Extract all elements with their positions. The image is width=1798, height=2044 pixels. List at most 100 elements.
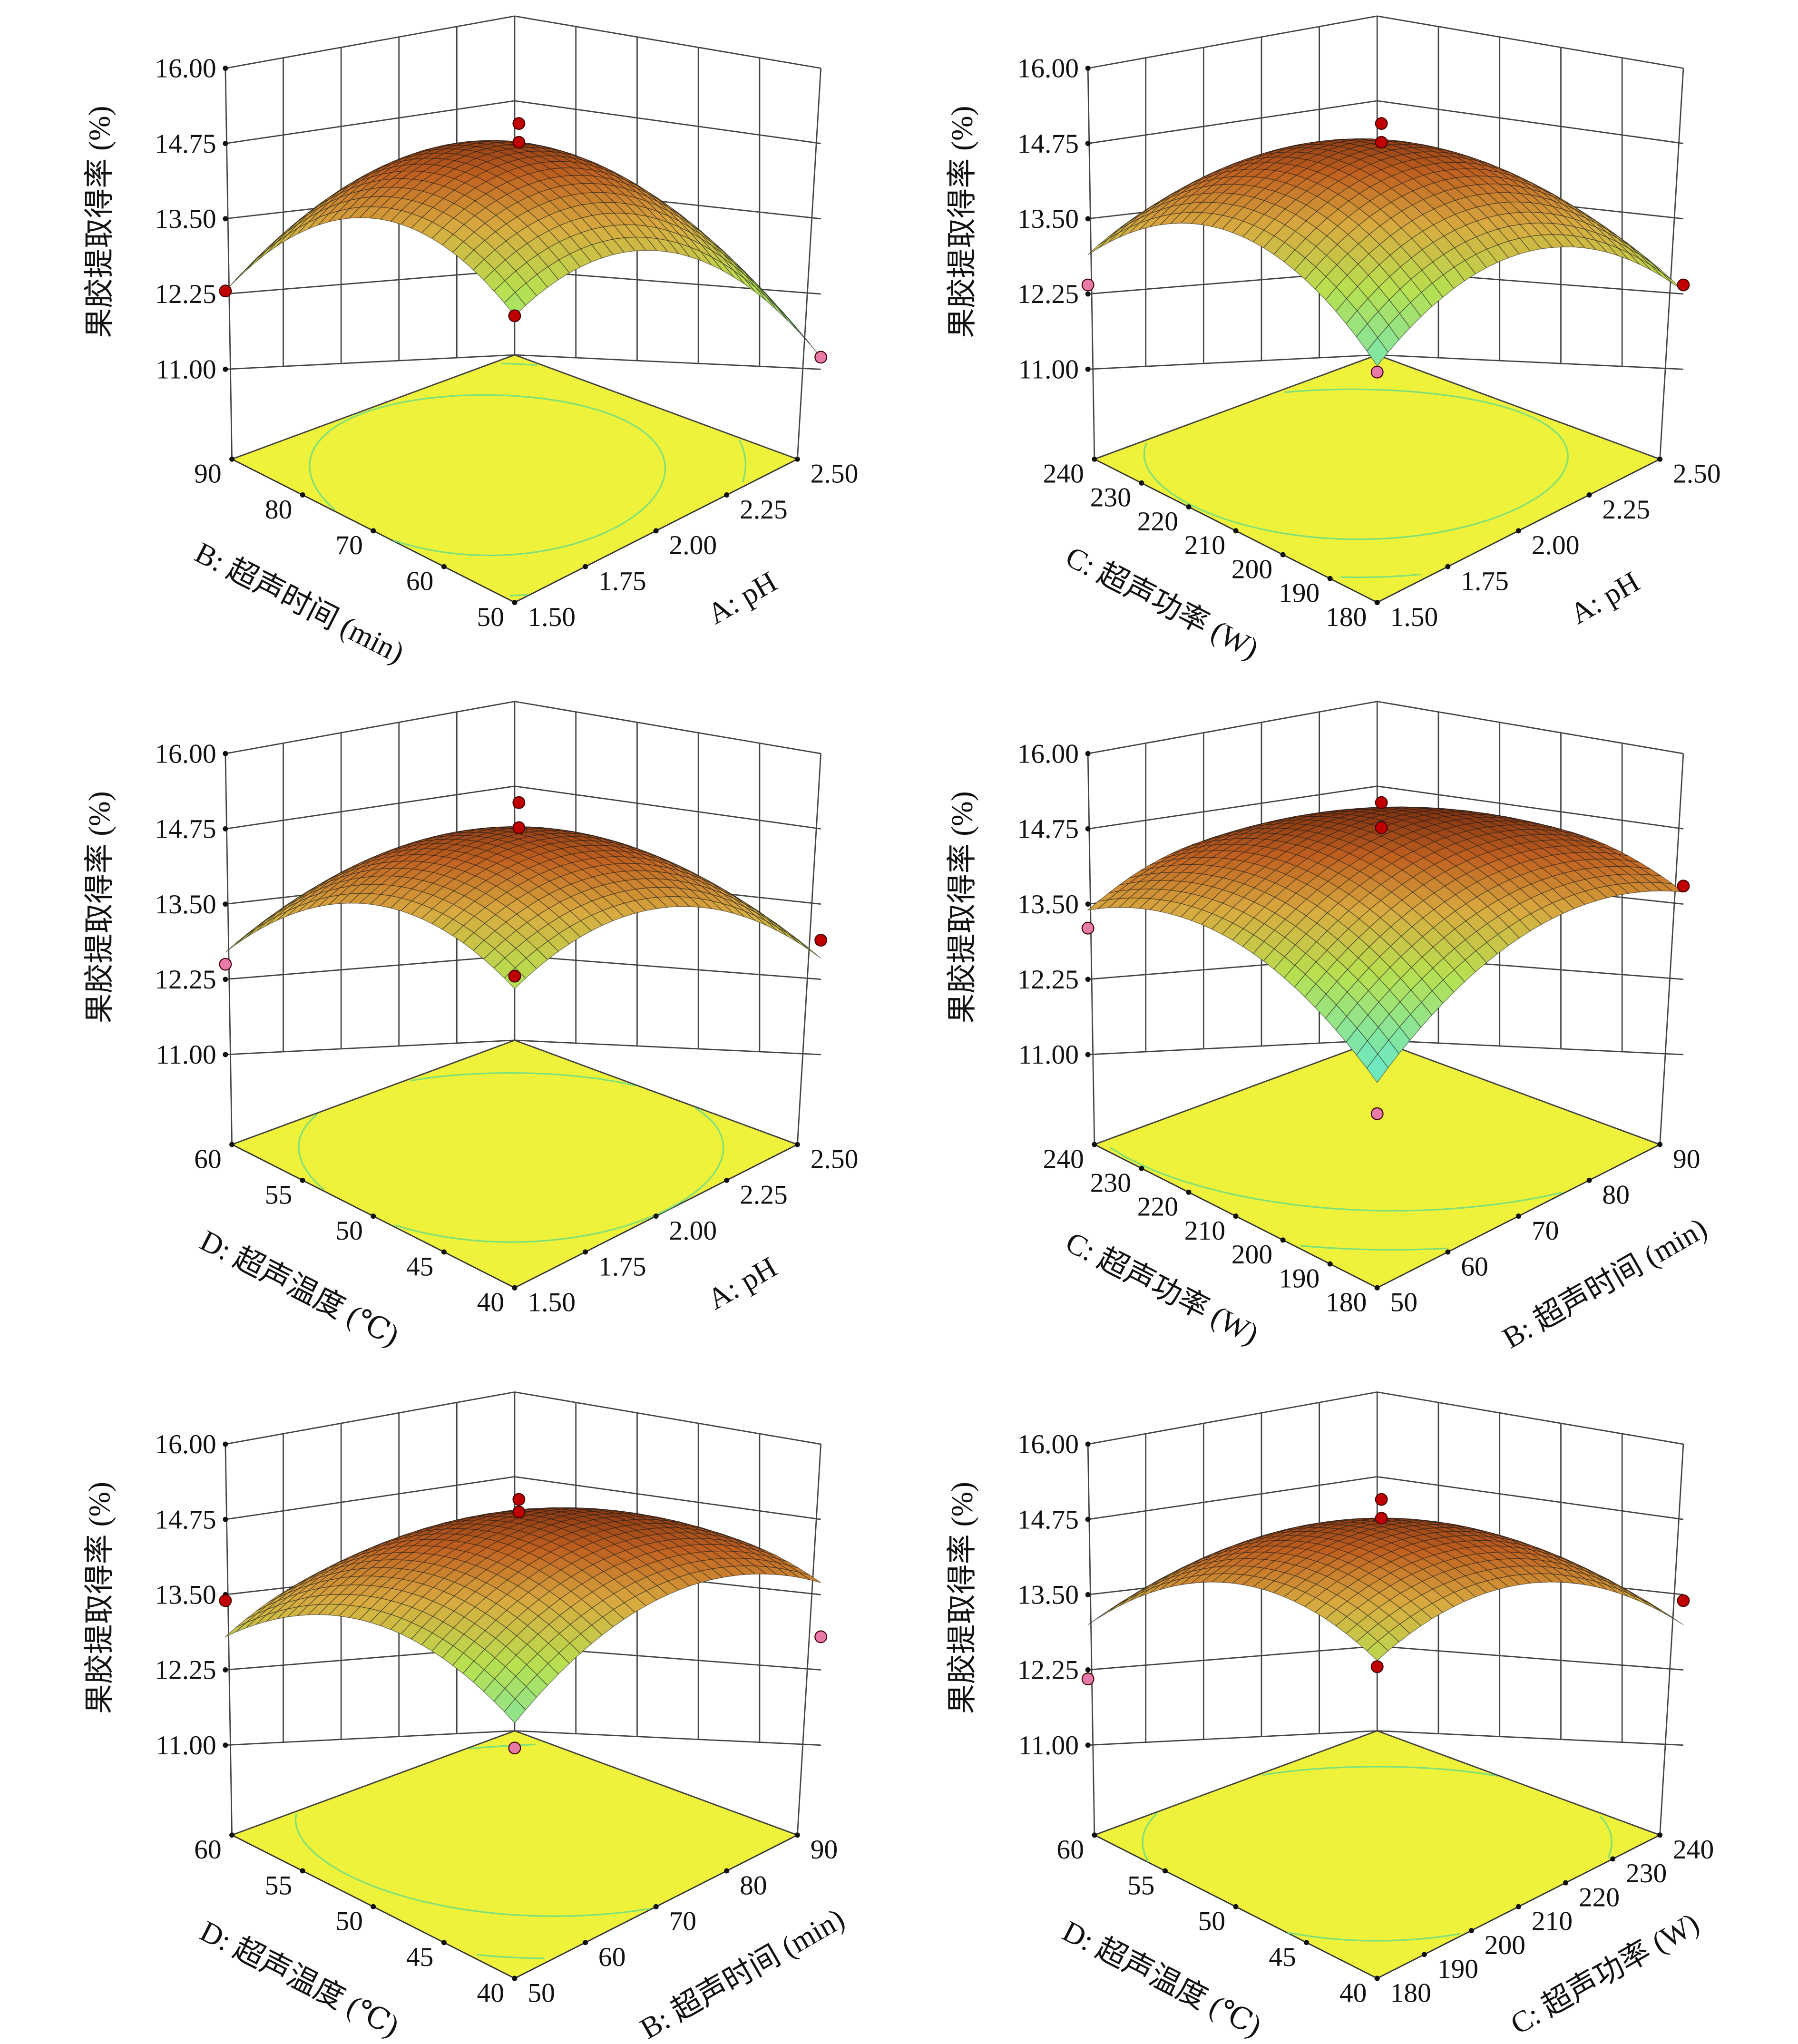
wall-gridline bbox=[1377, 354, 1684, 370]
left-axis-tick-mark bbox=[1186, 504, 1192, 510]
z-tick-mark bbox=[1085, 366, 1091, 372]
z-tick-mark bbox=[1085, 826, 1091, 831]
design-point-above bbox=[512, 796, 526, 809]
wall-gridline bbox=[1377, 1039, 1684, 1056]
right-axis-tick-label: 1.75 bbox=[598, 566, 646, 596]
wall-gridline bbox=[225, 15, 515, 69]
z-tick-mark bbox=[223, 1667, 228, 1673]
contour-floor bbox=[1093, 354, 1662, 604]
wall-gridline bbox=[514, 701, 821, 754]
z-tick-label: 11.00 bbox=[1018, 354, 1079, 384]
left-axis-tick-label: 50 bbox=[335, 1216, 363, 1246]
right-axis-title: B: 超声时间 (min) bbox=[1497, 1211, 1712, 1355]
wall-gridline bbox=[1377, 1730, 1684, 1746]
z-tick-label: 14.75 bbox=[1017, 1505, 1079, 1535]
z-tick-mark bbox=[223, 366, 228, 372]
left-axis-tick-label: 60 bbox=[194, 1835, 222, 1865]
surface-facet bbox=[1366, 337, 1389, 367]
contour-line bbox=[1284, 388, 1513, 411]
design-point-above bbox=[512, 136, 526, 149]
right-axis-tick-label: 90 bbox=[811, 1835, 838, 1865]
wall-gridline bbox=[514, 785, 821, 830]
right-axis-tick-mark bbox=[583, 1249, 588, 1255]
wall-gridline bbox=[1377, 1039, 1661, 1145]
left-axis-tick-mark bbox=[1139, 1165, 1144, 1171]
surface-facet bbox=[266, 234, 288, 254]
left-axis-tick-mark bbox=[512, 1976, 518, 1981]
z-tick-mark bbox=[1085, 1592, 1091, 1597]
left-axis-tick-label: 220 bbox=[1137, 1192, 1178, 1222]
z-tick-mark bbox=[1085, 901, 1091, 907]
left-axis-tick-label: 80 bbox=[265, 495, 293, 525]
wall-gridline bbox=[232, 1730, 515, 1836]
wall-gridline bbox=[1659, 753, 1684, 1145]
left-axis-tick-mark bbox=[229, 1142, 235, 1147]
contour-line bbox=[1600, 1816, 1613, 1858]
z-tick-label: 13.50 bbox=[1017, 204, 1079, 234]
wall-gridline bbox=[225, 701, 515, 754]
wall-gridline bbox=[1087, 1476, 1378, 1520]
z-tick-label: 13.50 bbox=[1017, 1580, 1079, 1610]
z-tick-mark bbox=[1085, 751, 1091, 756]
contour-line bbox=[477, 1954, 545, 1959]
design-point-above bbox=[1375, 796, 1388, 809]
left-axis-tick-mark bbox=[1280, 552, 1286, 557]
wall-gridline bbox=[514, 354, 798, 460]
z-tick-label: 13.50 bbox=[155, 1580, 216, 1610]
wall-gridline bbox=[1087, 68, 1095, 460]
wall-gridline bbox=[1094, 354, 1378, 460]
surface-facet bbox=[504, 1698, 526, 1724]
contour-line bbox=[501, 362, 537, 366]
wall-gridline bbox=[1377, 701, 1684, 754]
right-axis-tick-mark bbox=[794, 456, 800, 462]
wall-gridline bbox=[1659, 1444, 1684, 1835]
surface-facet bbox=[766, 920, 789, 937]
right-axis-tick-mark bbox=[1586, 492, 1592, 498]
contour-floor bbox=[230, 354, 799, 604]
left-axis-tick-mark bbox=[300, 492, 305, 498]
left-axis-tick-mark bbox=[1374, 600, 1380, 605]
left-axis-title: D: 超声温度 (℃) bbox=[195, 1914, 405, 2043]
z-tick-mark bbox=[223, 751, 228, 756]
z-tick-label: 12.25 bbox=[155, 279, 216, 309]
right-axis-tick-label: 1.50 bbox=[528, 602, 576, 632]
z-tick-label: 11.00 bbox=[156, 1040, 216, 1070]
right-axis-tick-label: 60 bbox=[1461, 1252, 1488, 1281]
wall-gridline bbox=[514, 1730, 821, 1746]
z-tick-mark bbox=[1085, 1667, 1091, 1673]
right-axis-tick-label: 2.50 bbox=[811, 459, 859, 489]
design-point-above bbox=[219, 1594, 232, 1607]
right-axis-tick-mark bbox=[653, 528, 659, 534]
left-axis-tick-mark bbox=[1139, 480, 1144, 486]
right-axis-tick-mark bbox=[1445, 564, 1451, 569]
surface-facet bbox=[1628, 1593, 1651, 1607]
right-axis-tick-label: 60 bbox=[598, 1942, 626, 1972]
surface-facet bbox=[1098, 232, 1119, 249]
wall-gridline bbox=[1377, 354, 1661, 460]
wall-gridline bbox=[1087, 100, 1378, 144]
right-axis-tick-label: 2.00 bbox=[669, 1216, 717, 1246]
design-point-above bbox=[512, 1493, 526, 1506]
contour-line bbox=[294, 1813, 650, 1917]
right-axis-tick-label: 1.75 bbox=[1461, 566, 1509, 596]
contour-line bbox=[1143, 409, 1569, 540]
z-tick-label: 13.50 bbox=[1017, 890, 1079, 919]
left-axis-tick-label: 210 bbox=[1184, 1216, 1225, 1246]
right-axis-tick-mark bbox=[724, 492, 730, 498]
left-axis-tick-label: 40 bbox=[477, 1978, 505, 2008]
z-tick-label: 16.00 bbox=[155, 739, 216, 769]
z-tick-mark bbox=[223, 901, 228, 907]
wall-gridline bbox=[796, 68, 822, 460]
left-axis-tick-label: 45 bbox=[406, 1942, 434, 1972]
design-point-above bbox=[1375, 117, 1388, 130]
wall-gridline bbox=[1088, 1730, 1378, 1746]
right-axis-tick-label: 2.25 bbox=[1602, 495, 1650, 525]
left-axis-tick-label: 70 bbox=[335, 530, 363, 560]
right-axis-tick-label: 90 bbox=[1673, 1144, 1700, 1174]
right-axis-tick-label: 2.50 bbox=[811, 1144, 859, 1174]
right-axis-tick-mark bbox=[653, 1213, 659, 1219]
wall-gridline bbox=[1377, 1476, 1684, 1520]
left-axis-title: D: 超声温度 (℃) bbox=[195, 1223, 405, 1352]
